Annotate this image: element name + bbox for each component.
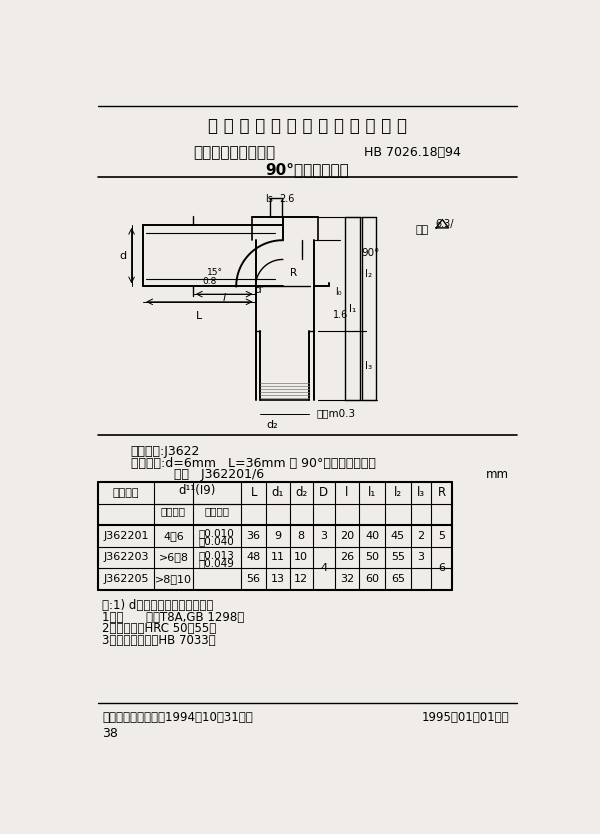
- Text: 2: 2: [417, 531, 424, 541]
- Text: 极限偏差: 极限偏差: [205, 506, 229, 516]
- Text: 1.6: 1.6: [333, 309, 349, 319]
- Text: 标记示例:d=6mm   L=36mm 的 90°弯柄定位插销：: 标记示例:d=6mm L=36mm 的 90°弯柄定位插销：: [131, 456, 376, 470]
- Text: 13: 13: [271, 574, 285, 584]
- Text: 15°: 15°: [207, 268, 223, 277]
- Text: 基本尺寸: 基本尺寸: [161, 506, 186, 516]
- Text: 26: 26: [340, 552, 354, 562]
- Text: 20: 20: [340, 531, 354, 541]
- Text: 中国航空工业总公司1994－10－31发布: 中国航空工业总公司1994－10－31发布: [102, 711, 253, 724]
- Text: l₀: l₀: [335, 287, 341, 297]
- Text: 4～6: 4～6: [163, 531, 184, 541]
- Text: 36: 36: [247, 531, 260, 541]
- Text: 1995－01－01实施: 1995－01－01实施: [421, 711, 509, 724]
- Text: 2.6: 2.6: [279, 194, 294, 204]
- Text: 65: 65: [391, 574, 405, 584]
- Text: l₃: l₃: [365, 361, 372, 371]
- Text: d': d': [254, 285, 263, 295]
- Text: L: L: [250, 486, 257, 500]
- Text: l: l: [222, 293, 226, 303]
- Text: 注:1) d的基本尺寸由设计确定。: 注:1) d的基本尺寸由设计确定。: [102, 599, 214, 612]
- Text: 4: 4: [320, 563, 328, 573]
- Text: 0.8: 0.8: [202, 277, 217, 286]
- Text: 3: 3: [417, 552, 424, 562]
- Text: 夹具通用元件定位件: 夹具通用元件定位件: [193, 145, 275, 160]
- Text: 90°弯柄定位插销: 90°弯柄定位插销: [266, 162, 349, 177]
- Text: 标记代号: 标记代号: [113, 488, 139, 498]
- Text: 分类代号:J3622: 分类代号:J3622: [131, 445, 200, 458]
- Text: 10: 10: [295, 552, 308, 562]
- Text: 90°: 90°: [362, 248, 380, 258]
- Text: >6～8: >6～8: [158, 552, 188, 562]
- Text: l₂: l₂: [394, 486, 402, 500]
- Text: 11: 11: [271, 552, 285, 562]
- Text: 6: 6: [438, 563, 445, 573]
- Text: 3．技术条件：按HB 7033。: 3．技术条件：按HB 7033。: [102, 634, 216, 646]
- Text: d₁: d₁: [272, 486, 284, 500]
- Text: －0.010: －0.010: [199, 528, 235, 538]
- Text: －0.040: －0.040: [199, 536, 235, 546]
- Text: J362201: J362201: [103, 531, 149, 541]
- Text: 关本: 关本: [416, 225, 429, 235]
- Text: d₂: d₂: [267, 420, 278, 430]
- Text: 48: 48: [247, 552, 261, 562]
- Text: 联纹m0.3: 联纹m0.3: [317, 408, 356, 418]
- Text: 1．材      料：T8A,GB 1298。: 1．材 料：T8A,GB 1298。: [102, 610, 244, 624]
- Text: 56: 56: [247, 574, 260, 584]
- Text: 5: 5: [438, 531, 445, 541]
- Text: 插销   J362201/6: 插销 J362201/6: [174, 468, 265, 481]
- Text: d¹¹(I9): d¹¹(I9): [179, 485, 216, 497]
- Text: 6.3/: 6.3/: [436, 219, 454, 229]
- Text: 45: 45: [391, 531, 405, 541]
- Text: R: R: [437, 486, 446, 500]
- Text: l₃: l₃: [416, 486, 425, 500]
- Text: 3: 3: [320, 531, 327, 541]
- Text: l₁: l₁: [368, 486, 376, 500]
- Text: 12: 12: [294, 574, 308, 584]
- Text: l₁: l₁: [349, 304, 356, 314]
- Text: J362205: J362205: [103, 574, 149, 584]
- Text: d: d: [119, 251, 126, 260]
- Text: 40: 40: [365, 531, 379, 541]
- Text: ls: ls: [265, 194, 272, 204]
- Text: 中 华 人 民 共 和 国 航 空 工 业 标 准: 中 华 人 民 共 和 国 航 空 工 业 标 准: [208, 117, 407, 135]
- Text: 8: 8: [298, 531, 305, 541]
- Text: L: L: [196, 311, 202, 321]
- Text: 60: 60: [365, 574, 379, 584]
- Text: mm: mm: [486, 468, 509, 481]
- Text: 9: 9: [274, 531, 281, 541]
- Text: HB 7026.18－94: HB 7026.18－94: [364, 146, 461, 159]
- Text: 55: 55: [391, 552, 405, 562]
- Text: D: D: [319, 486, 328, 500]
- Text: 38: 38: [102, 727, 118, 740]
- Text: 32: 32: [340, 574, 354, 584]
- Text: 50: 50: [365, 552, 379, 562]
- Text: －0.049: －0.049: [199, 558, 235, 568]
- Text: d₂: d₂: [295, 486, 307, 500]
- Text: R: R: [290, 268, 297, 278]
- Text: J362203: J362203: [103, 552, 149, 562]
- Text: >8～10: >8～10: [155, 574, 192, 584]
- Text: l₂: l₂: [365, 269, 372, 279]
- Text: －0.013: －0.013: [199, 550, 235, 560]
- Text: l: l: [346, 486, 349, 500]
- Text: 2．热处理：HRC 50～55。: 2．热处理：HRC 50～55。: [102, 622, 217, 636]
